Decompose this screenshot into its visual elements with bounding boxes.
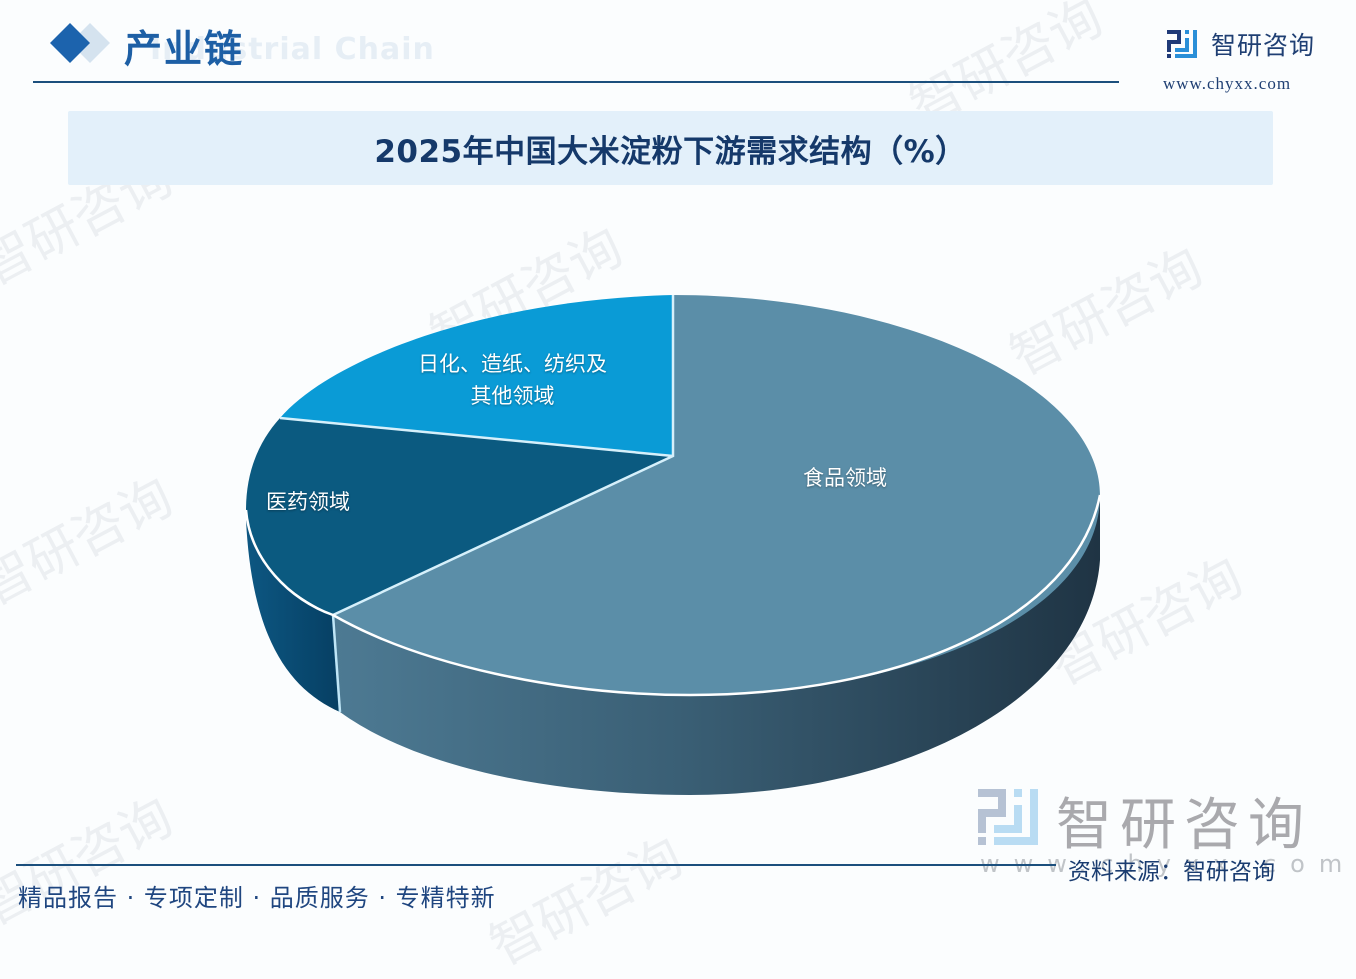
pie-slice-other (280, 295, 673, 456)
slice-label-other-line2: 其他领域 (470, 384, 555, 408)
footer-slogan: 精品报告 · 专项定制 · 品质服务 · 专精特新 (18, 884, 496, 912)
footer-divider (16, 864, 1056, 866)
header-divider (33, 81, 1119, 83)
data-source: 资料来源：智研咨询 (1068, 859, 1275, 885)
slice-label-other-line1: 日化、造纸、纺织及 (418, 352, 607, 376)
watermark-logo: 智研咨询 (978, 784, 1318, 858)
section-diamond-icon (50, 23, 110, 63)
slice-label-other: 日化、造纸、纺织及 其他领域 (400, 348, 625, 412)
section-title: 产业链 (124, 26, 245, 71)
brand-block: 智研咨询 www.chyxx.com (1163, 26, 1333, 96)
brand-name: 智研咨询 (1211, 31, 1316, 60)
pie-slice-pharma (246, 418, 673, 615)
brand-url: www.chyxx.com (1163, 74, 1292, 93)
watermark-logo-icon (978, 789, 1038, 845)
pie-side-food (333, 495, 1100, 795)
pie-slice-food (333, 295, 1100, 695)
slice-label-food: 食品领域 (803, 466, 887, 490)
section-subtitle: Industrial Chain (150, 32, 435, 67)
watermark-brand-text: 智研咨询 (1056, 793, 1312, 858)
pie-side-pharma (246, 510, 340, 712)
brand-logo-icon (1167, 30, 1197, 58)
pie-chart (244, 295, 1102, 795)
chart-title: 2025年中国大米淀粉下游需求结构（%） (374, 133, 967, 170)
chart-title-band: 2025年中国大米淀粉下游需求结构（%） (68, 111, 1273, 185)
slice-label-pharma: 医药领域 (266, 490, 350, 514)
